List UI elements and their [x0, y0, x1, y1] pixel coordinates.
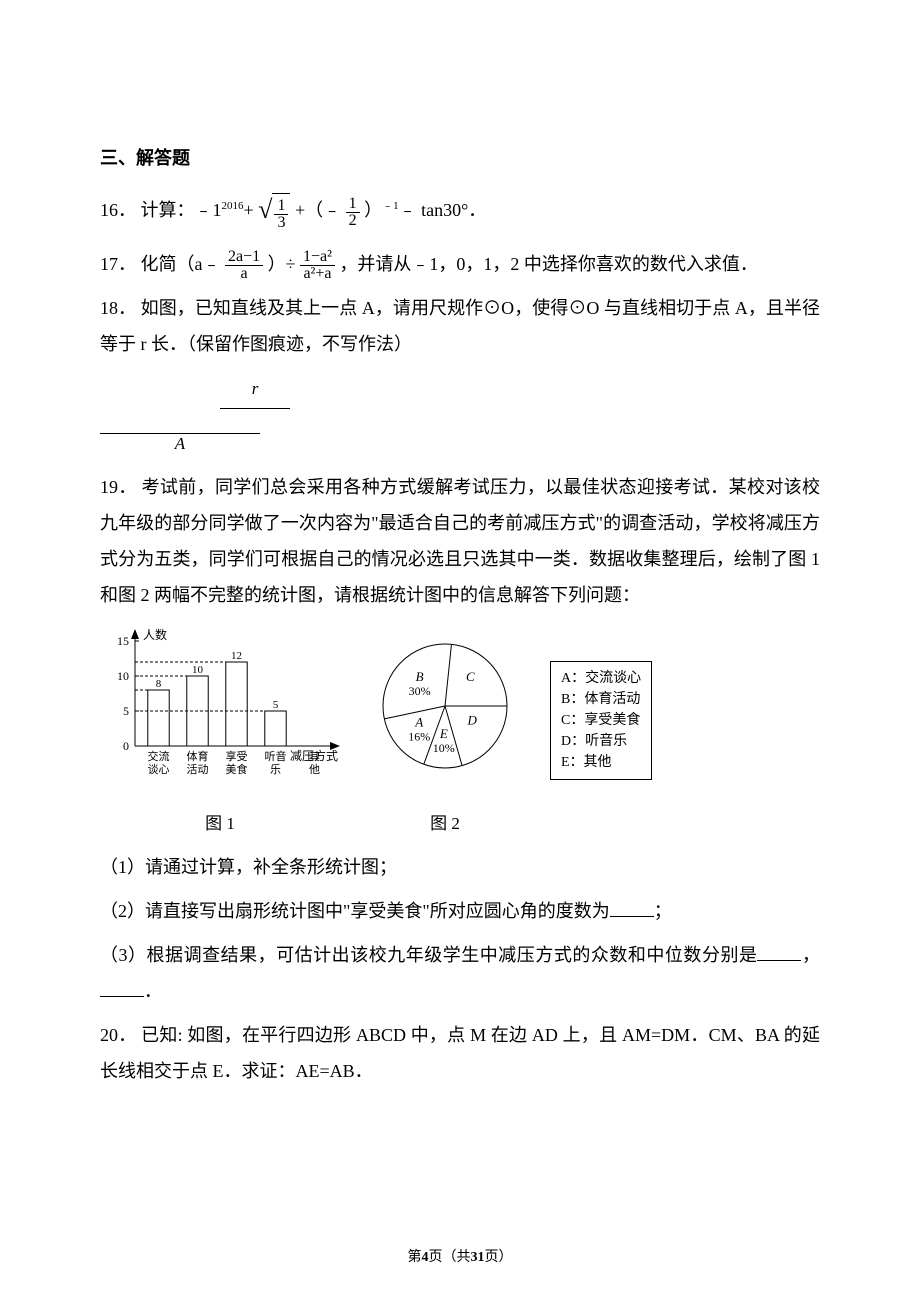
svg-text:0: 0	[123, 739, 129, 753]
fraction: 1−a² a²+a	[300, 249, 335, 282]
chart-caption-1: 图 1	[100, 807, 340, 841]
numerator: 1−a²	[300, 249, 335, 266]
problem-16: 16． 计算：﹣12016+ √ 1 3 +（﹣ 1 2 ）﹣1﹣ tan30°…	[100, 186, 820, 238]
svg-text:其: 其	[309, 750, 320, 763]
numerator: 1	[346, 196, 360, 213]
problem-17: 17． 化简（a﹣ 2a−1 a ）÷ 1−a² a²+a ，并请从﹣1，0，1…	[100, 246, 820, 282]
page-number: 4	[422, 1250, 429, 1265]
sub-question-1: （1）请通过计算，补全条形统计图；	[100, 849, 820, 885]
text: +（﹣	[295, 200, 341, 220]
text: ﹣ tan30°．	[399, 200, 487, 220]
page-footer: 第4页（共31页）	[0, 1244, 920, 1272]
bar-chart-block: 人数减压方式0510158交流谈心10体育活动12享受美食5听音乐其他 图 1	[100, 621, 340, 841]
footer-text: 第	[408, 1250, 422, 1265]
pie-chart-block: A16% B30% C D E10% 图 2	[360, 621, 530, 841]
svg-text:交流: 交流	[148, 749, 170, 763]
problem-number: 17．	[100, 254, 136, 274]
exponent: 2016	[222, 200, 244, 212]
svg-text:10%: 10%	[433, 741, 455, 755]
answer-blank[interactable]	[100, 977, 144, 997]
pie-chart: A16% B30% C D E10%	[360, 621, 530, 791]
problem-19: 19． 考试前，同学们总会采用各种方式缓解考试压力，以最佳状态迎接考试．某校对该…	[100, 469, 820, 613]
svg-text:谈心: 谈心	[148, 763, 170, 776]
text: ）	[364, 200, 382, 220]
text: +	[244, 200, 254, 220]
text: （2）请直接写出扇形统计图中"享受美食"所对应圆心角的度数为	[100, 901, 610, 921]
fraction: 1 2	[346, 196, 360, 229]
text: 如图，已知直线及其上一点 A，请用尺规作⊙O，使得⊙O 与直线相切于点 A，且半…	[100, 298, 820, 354]
legend-item: A：交流谈心	[561, 668, 641, 689]
legend-item: B：体育活动	[561, 689, 641, 710]
problem-number: 18．	[100, 298, 136, 318]
svg-text:E: E	[439, 726, 448, 741]
total-pages: 31	[471, 1250, 485, 1265]
charts-row: 人数减压方式0510158交流谈心10体育活动12享受美食5听音乐其他 图 1 …	[100, 621, 820, 841]
sub-question-2: （2）请直接写出扇形统计图中"享受美食"所对应圆心角的度数为 ；	[100, 893, 820, 929]
text: 计算：﹣1	[141, 200, 222, 220]
answer-blank[interactable]	[757, 941, 801, 961]
svg-text:体育: 体育	[187, 749, 209, 763]
sub-question-3: （3）根据调查结果，可估计出该校九年级学生中减压方式的众数和中位数分别是 ， ．	[100, 937, 820, 1009]
svg-text:15: 15	[117, 634, 129, 648]
denominator: a	[225, 266, 263, 282]
text: ）÷	[268, 254, 296, 274]
legend-item: E：其他	[561, 752, 641, 773]
svg-text:B: B	[416, 669, 424, 684]
svg-text:30%: 30%	[409, 684, 431, 698]
numerator: 1	[274, 198, 288, 215]
svg-text:享受: 享受	[226, 749, 248, 763]
text: 化简（a﹣	[141, 254, 221, 274]
svg-text:活动: 活动	[187, 763, 209, 776]
line-a-diagram: A	[100, 433, 820, 454]
svg-text:听音: 听音	[265, 749, 287, 763]
svg-text:A: A	[414, 714, 423, 729]
bar-chart: 人数减压方式0510158交流谈心10体育活动12享受美食5听音乐其他	[100, 621, 340, 791]
svg-text:8: 8	[156, 678, 162, 690]
text: ，	[801, 945, 820, 965]
svg-text:D: D	[467, 712, 478, 727]
point-a-label: A	[100, 434, 260, 454]
fraction: 2a−1 a	[225, 249, 263, 282]
problem-18: 18． 如图，已知直线及其上一点 A，请用尺规作⊙O，使得⊙O 与直线相切于点 …	[100, 290, 820, 362]
legend-item: D：听音乐	[561, 731, 641, 752]
svg-text:5: 5	[273, 699, 279, 711]
answer-blank[interactable]	[610, 897, 654, 917]
text: 已知: 如图，在平行四边形 ABCD 中，点 M 在边 AD 上，且 AM=DM…	[100, 1025, 820, 1081]
text: 考试前，同学们总会采用各种方式缓解考试压力，以最佳状态迎接考试．某校对该校九年级…	[100, 477, 820, 605]
denominator: 2	[346, 213, 360, 229]
svg-text:10: 10	[117, 669, 129, 683]
svg-text:他: 他	[309, 763, 320, 776]
svg-text:10: 10	[192, 664, 204, 676]
text: ，并请从﹣1，0，1，2 中选择你喜欢的数代入求值．	[339, 254, 758, 274]
problem-number: 19．	[100, 477, 137, 497]
denominator: 3	[274, 215, 288, 231]
fraction: 1 3	[274, 198, 288, 231]
radical-icon: √	[258, 184, 272, 236]
text: ；	[654, 901, 672, 921]
sqrt-expr: √ 1 3	[258, 186, 290, 238]
problem-number: 20．	[100, 1025, 136, 1045]
numerator: 2a−1	[225, 249, 263, 266]
problem-20: 20． 已知: 如图，在平行四边形 ABCD 中，点 M 在边 AD 上，且 A…	[100, 1017, 820, 1089]
svg-text:12: 12	[231, 650, 242, 662]
text: ．	[144, 981, 162, 1001]
problem-number: 16．	[100, 200, 136, 220]
footer-text: 页（共	[429, 1250, 471, 1265]
footer-text: 页）	[485, 1250, 513, 1265]
svg-text:乐: 乐	[270, 763, 281, 776]
text: （3）根据调查结果，可估计出该校九年级学生中减压方式的众数和中位数分别是	[100, 945, 757, 965]
exponent: ﹣1	[382, 200, 399, 212]
svg-text:5: 5	[123, 704, 129, 718]
svg-text:C: C	[466, 669, 475, 684]
legend-box: A：交流谈心 B：体育活动 C：享受美食 D：听音乐 E：其他	[550, 661, 652, 780]
denominator: a²+a	[300, 266, 335, 282]
svg-text:人数: 人数	[143, 627, 167, 642]
segment-r-label: r	[220, 372, 290, 409]
svg-text:16%: 16%	[408, 729, 430, 743]
chart-caption-2: 图 2	[360, 807, 530, 841]
section-title: 三、解答题	[100, 140, 820, 176]
svg-text:美食: 美食	[226, 762, 248, 776]
legend-item: C：享受美食	[561, 710, 641, 731]
